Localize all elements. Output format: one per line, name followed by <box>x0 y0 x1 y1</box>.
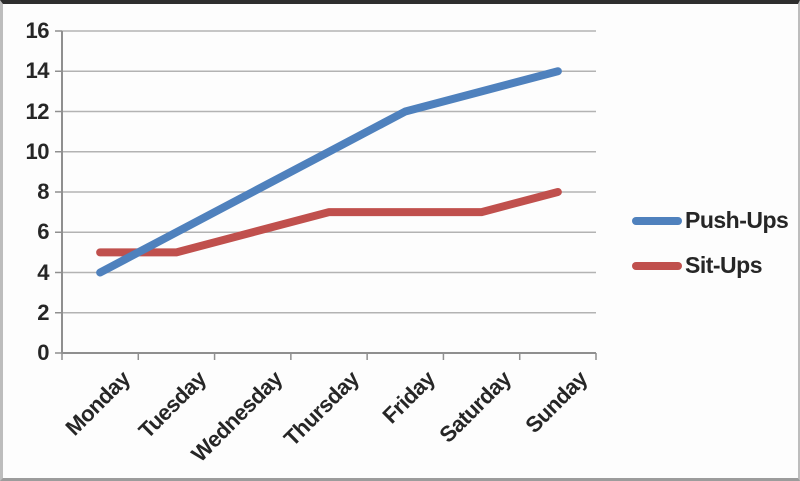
y-axis-tick-label: 0 <box>37 340 49 365</box>
y-axis-tick-label: 2 <box>37 299 49 325</box>
push-ups-series-line <box>96 67 562 277</box>
y-axis-tick-label: 12 <box>25 98 50 124</box>
y-axis-tick-label: 16 <box>25 18 50 43</box>
legend-label: Sit-Ups <box>685 252 763 278</box>
legend-line-marker-icon <box>632 261 682 270</box>
legend-item: Sit-Ups <box>632 243 788 288</box>
y-axis-tick-label: 8 <box>37 179 49 204</box>
y-axis-tick-label: 4 <box>37 259 49 285</box>
legend-item: Push-Ups <box>632 198 789 243</box>
y-axis-tick-label: 10 <box>25 138 50 164</box>
legend-label: Push-Ups <box>685 207 789 233</box>
y-axis-tick-label: 14 <box>25 58 50 84</box>
y-axis-tick-label: 6 <box>37 219 49 245</box>
sit-ups-series-line <box>96 188 562 257</box>
legend-line-marker-icon <box>632 216 682 225</box>
legend: Push-Ups Sit-Ups <box>632 198 789 288</box>
